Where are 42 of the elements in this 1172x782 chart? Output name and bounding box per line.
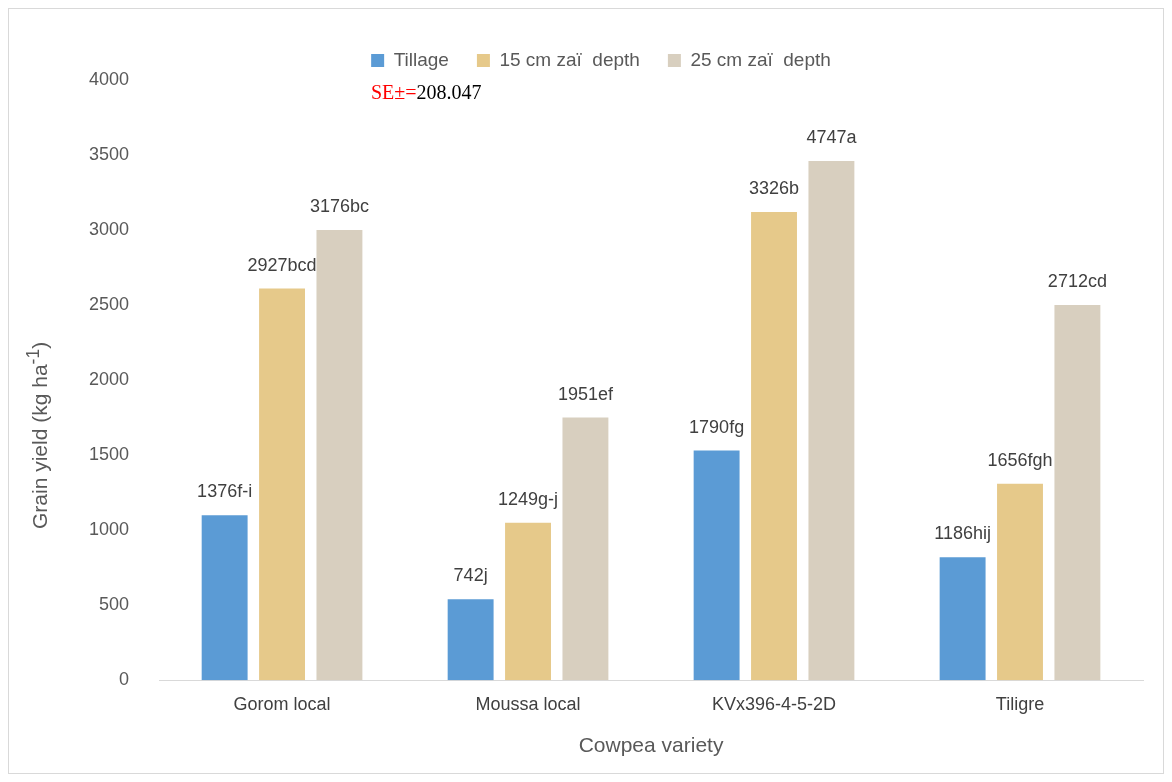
x-axis-title: Cowpea variety	[578, 733, 724, 757]
bar	[447, 599, 494, 681]
y-tick-label: 1500	[89, 444, 130, 465]
y-tick-label: 1000	[89, 519, 130, 540]
annotation: 2927bcd	[247, 254, 317, 275]
bar	[316, 230, 363, 681]
bar	[751, 212, 797, 681]
y-tick-label: 2500	[89, 294, 130, 315]
bar	[259, 288, 305, 681]
annotation: 2712cd	[1047, 271, 1107, 292]
y-tick-label: 4000	[89, 68, 130, 89]
legend-label: 25 cm zaï depth	[690, 48, 831, 70]
annotation: 742j	[453, 565, 488, 586]
bar	[808, 161, 855, 681]
annotation: 1186hij	[934, 523, 991, 544]
annotation: 1376f-i	[197, 481, 253, 502]
x-tick-label: Gorom local	[233, 693, 331, 714]
annotation: SE±=208.047	[371, 81, 482, 104]
y-tick-label: 3000	[89, 219, 130, 240]
annotation: 1249g-j	[498, 488, 559, 509]
annotation: 1951ef	[557, 383, 614, 404]
x-tick-label: KVx396-4-5-2D	[711, 693, 837, 714]
y-tick-label: 0	[119, 669, 130, 690]
bar	[939, 557, 986, 681]
bar	[997, 483, 1043, 681]
legend-label: Tillage	[393, 48, 449, 70]
bar	[562, 417, 609, 681]
annotation: 1656fgh	[987, 449, 1053, 470]
bar	[693, 450, 740, 681]
bar	[505, 522, 551, 681]
annotation: 1790fg	[689, 416, 745, 437]
annotation: 3176bc	[309, 196, 369, 217]
x-tick-label: Moussa local	[475, 693, 581, 714]
legend-label: 15 cm zaï depth	[499, 48, 640, 70]
y-tick-label: 500	[99, 594, 130, 615]
y-tick-label: 3500	[89, 143, 130, 164]
annotation: 4747a	[806, 127, 858, 147]
y-tick-label: 2000	[89, 369, 130, 390]
bar	[201, 515, 248, 681]
bar	[1054, 305, 1101, 681]
annotation: 3326b	[748, 178, 800, 199]
x-tick-label: Tiligre	[995, 693, 1045, 714]
